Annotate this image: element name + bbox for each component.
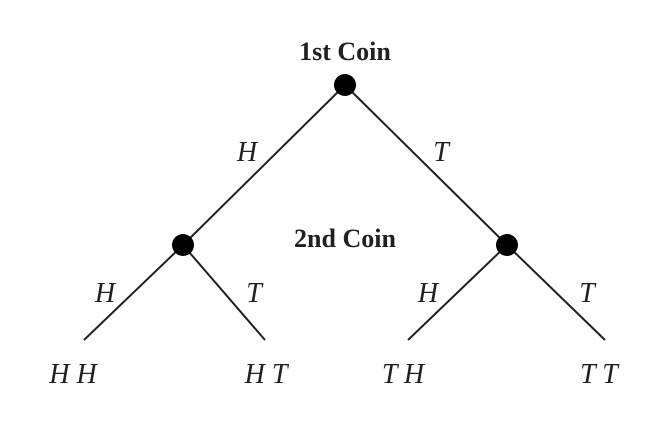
left-node [172, 234, 194, 256]
branch-label-right-left: H [417, 278, 440, 309]
branch-label-root-right: T [433, 137, 451, 168]
right-node [496, 234, 518, 256]
branch-label-left-right: T [246, 278, 264, 309]
outcome-label-ht: H T [244, 359, 290, 390]
edge-root-to-left [182, 84, 346, 246]
root-node [334, 74, 356, 96]
branch-label-root-left: H [236, 137, 259, 168]
second-coin-label: 2nd Coin [294, 224, 396, 253]
edge-left-to-hh [83, 244, 184, 341]
branch-label-left-left: H [94, 278, 117, 309]
first-coin-label: 1st Coin [299, 37, 391, 66]
edge-root-to-right [344, 84, 508, 246]
edge-right-to-th [407, 244, 508, 341]
outcome-label-hh: H H [48, 359, 98, 390]
edge-right-to-tt [506, 244, 606, 341]
edge-left-to-ht [182, 244, 266, 341]
outcome-label-th: T H [382, 359, 426, 390]
branch-label-right-right: T [579, 278, 597, 309]
outcome-label-tt: T T [580, 359, 620, 390]
